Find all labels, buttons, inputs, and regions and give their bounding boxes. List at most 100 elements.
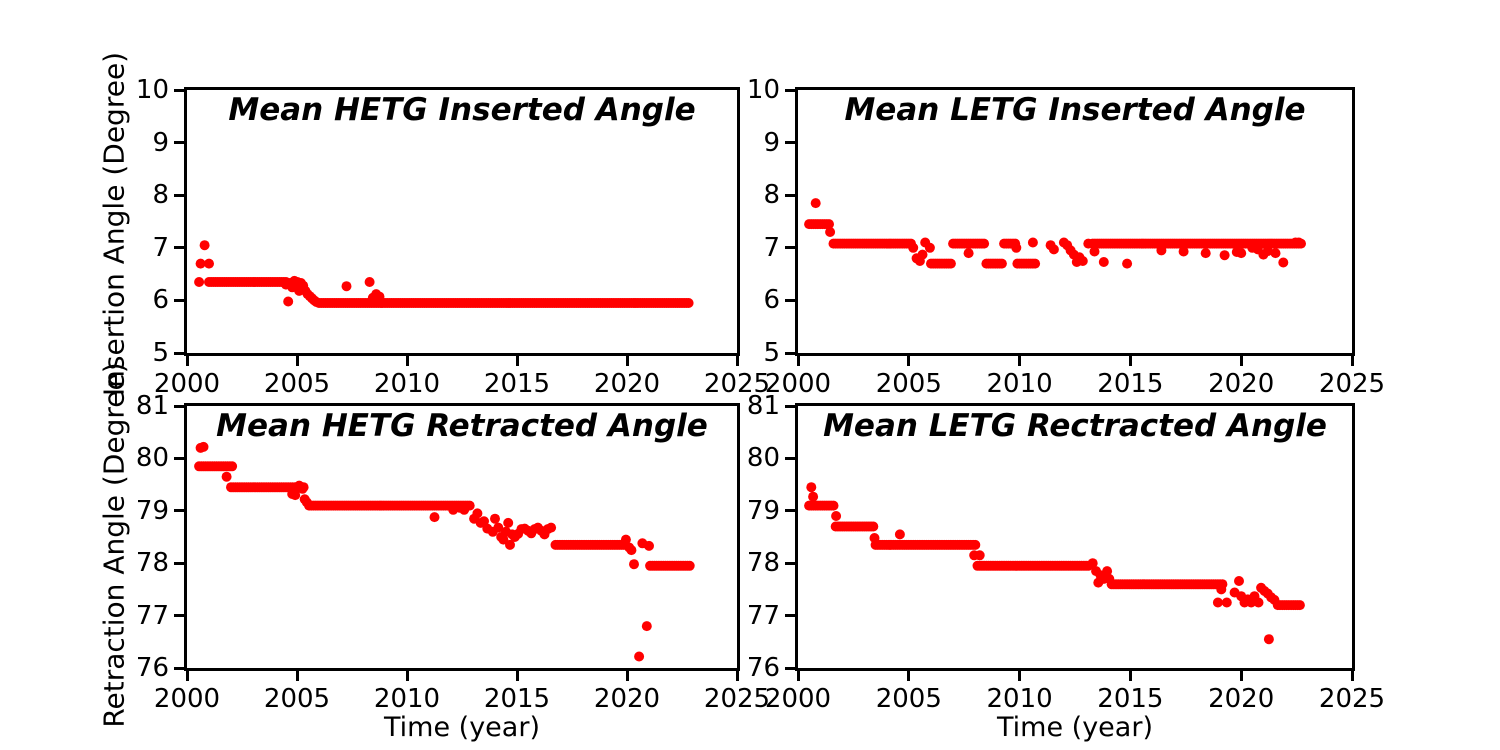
y-tick-mark xyxy=(785,614,795,618)
data-point xyxy=(620,534,631,545)
x-tick-mark xyxy=(907,356,911,366)
y-tick-mark xyxy=(785,193,795,197)
x-tick-mark xyxy=(1018,356,1022,366)
data-point xyxy=(505,539,515,550)
y-tick-label: 9 xyxy=(763,127,780,158)
y-tick-label: 76 xyxy=(746,653,780,683)
y-tick-mark xyxy=(174,509,184,513)
y-tick-mark xyxy=(174,666,184,670)
y-tick-label: 80 xyxy=(746,443,780,474)
x-tick-mark xyxy=(625,671,629,681)
y-tick-label: 78 xyxy=(135,548,169,579)
data-point xyxy=(1027,237,1038,248)
panel-hetg-inserted: Mean HETG Inserted Angle xyxy=(184,87,740,356)
data-point xyxy=(1098,257,1109,267)
x-tick-label: 2000 xyxy=(764,684,832,714)
data-point xyxy=(194,277,205,287)
y-tick-label: 6 xyxy=(152,285,169,316)
panel-title-letg-retracted: Mean LETG Rectracted Angle xyxy=(823,408,1327,444)
panel-letg-retracted: Mean LETG Rectracted Angle xyxy=(795,403,1355,671)
x-tick-label: 2015 xyxy=(1097,684,1164,714)
scatter-plot-letg-inserted xyxy=(804,198,1306,269)
scatter-plot-hetg-inserted xyxy=(194,240,694,308)
data-point xyxy=(341,281,352,292)
x-tick-label: 2000 xyxy=(764,369,832,399)
x-tick-mark xyxy=(405,356,409,366)
x-tick-mark xyxy=(735,356,739,366)
data-point xyxy=(1030,258,1041,269)
y-tick-label: 5 xyxy=(763,338,780,368)
data-point xyxy=(684,560,695,571)
data-point xyxy=(1087,558,1098,569)
x-tick-mark xyxy=(515,671,519,681)
x-tick-label: 2005 xyxy=(875,684,942,714)
data-point xyxy=(1253,597,1264,608)
data-point xyxy=(945,258,956,269)
x-tick-mark xyxy=(405,671,409,681)
data-point xyxy=(490,513,500,524)
y-tick-mark xyxy=(785,509,795,513)
data-point xyxy=(364,277,375,287)
x-tick-label: 2010 xyxy=(986,684,1053,714)
x-tick-mark xyxy=(185,356,189,366)
y-tick-label: 80 xyxy=(135,443,169,474)
panel-letg-inserted: Mean LETG Inserted Angle xyxy=(795,87,1355,356)
x-tick-label: 2010 xyxy=(373,369,441,399)
x-tick-mark xyxy=(625,356,629,366)
data-point xyxy=(290,490,301,501)
data-point xyxy=(970,539,981,550)
y-tick-mark xyxy=(174,88,184,92)
y-tick-label: 77 xyxy=(135,600,169,631)
y-tick-label: 78 xyxy=(746,548,780,579)
y-tick-mark xyxy=(785,246,795,250)
y-tick-label: 9 xyxy=(152,127,169,158)
data-point xyxy=(199,240,210,251)
data-point xyxy=(1089,246,1100,257)
x-axis-label-time-right: Time (year) xyxy=(997,712,1153,743)
data-point xyxy=(1011,242,1022,253)
x-tick-label: 2020 xyxy=(1208,369,1275,399)
x-tick-label: 2005 xyxy=(263,684,331,714)
data-point xyxy=(546,522,557,533)
x-tick-label: 2000 xyxy=(153,684,221,714)
data-point xyxy=(626,545,637,556)
data-point xyxy=(429,512,440,523)
scatter-plot-letg-retracted xyxy=(804,482,1305,645)
x-tick-label: 2015 xyxy=(1097,369,1164,399)
y-tick-mark xyxy=(174,614,184,618)
x-tick-label: 2010 xyxy=(373,684,441,714)
data-point xyxy=(868,521,879,532)
data-point xyxy=(1262,246,1273,256)
x-tick-label: 2015 xyxy=(483,369,551,399)
x-tick-label: 2020 xyxy=(593,684,661,714)
data-point xyxy=(974,550,985,561)
x-tick-label: 2025 xyxy=(703,684,771,714)
y-tick-label: 7 xyxy=(763,232,780,263)
y-tick-mark xyxy=(174,298,184,302)
data-point xyxy=(806,482,817,493)
y-tick-label: 77 xyxy=(746,600,780,631)
data-point xyxy=(227,461,238,472)
y-tick-mark xyxy=(174,351,184,355)
y-tick-mark xyxy=(785,351,795,355)
data-point xyxy=(1077,256,1088,266)
y-tick-mark xyxy=(174,193,184,197)
x-tick-mark xyxy=(1018,671,1022,681)
data-point xyxy=(1156,245,1167,256)
y-tick-mark xyxy=(785,141,795,145)
y-tick-label: 10 xyxy=(746,75,780,105)
x-tick-label: 2020 xyxy=(593,369,661,399)
y-tick-label: 81 xyxy=(746,391,780,421)
data-point xyxy=(683,298,694,308)
x-tick-mark xyxy=(515,356,519,366)
data-point xyxy=(908,242,919,253)
y-tick-mark xyxy=(785,298,795,302)
data-point xyxy=(1236,248,1247,259)
data-point xyxy=(1102,566,1113,577)
x-tick-mark xyxy=(1239,671,1243,681)
data-point xyxy=(810,198,821,209)
data-point xyxy=(1234,576,1244,586)
data-point xyxy=(1270,248,1281,259)
data-point xyxy=(828,500,839,511)
y-tick-mark xyxy=(174,141,184,145)
